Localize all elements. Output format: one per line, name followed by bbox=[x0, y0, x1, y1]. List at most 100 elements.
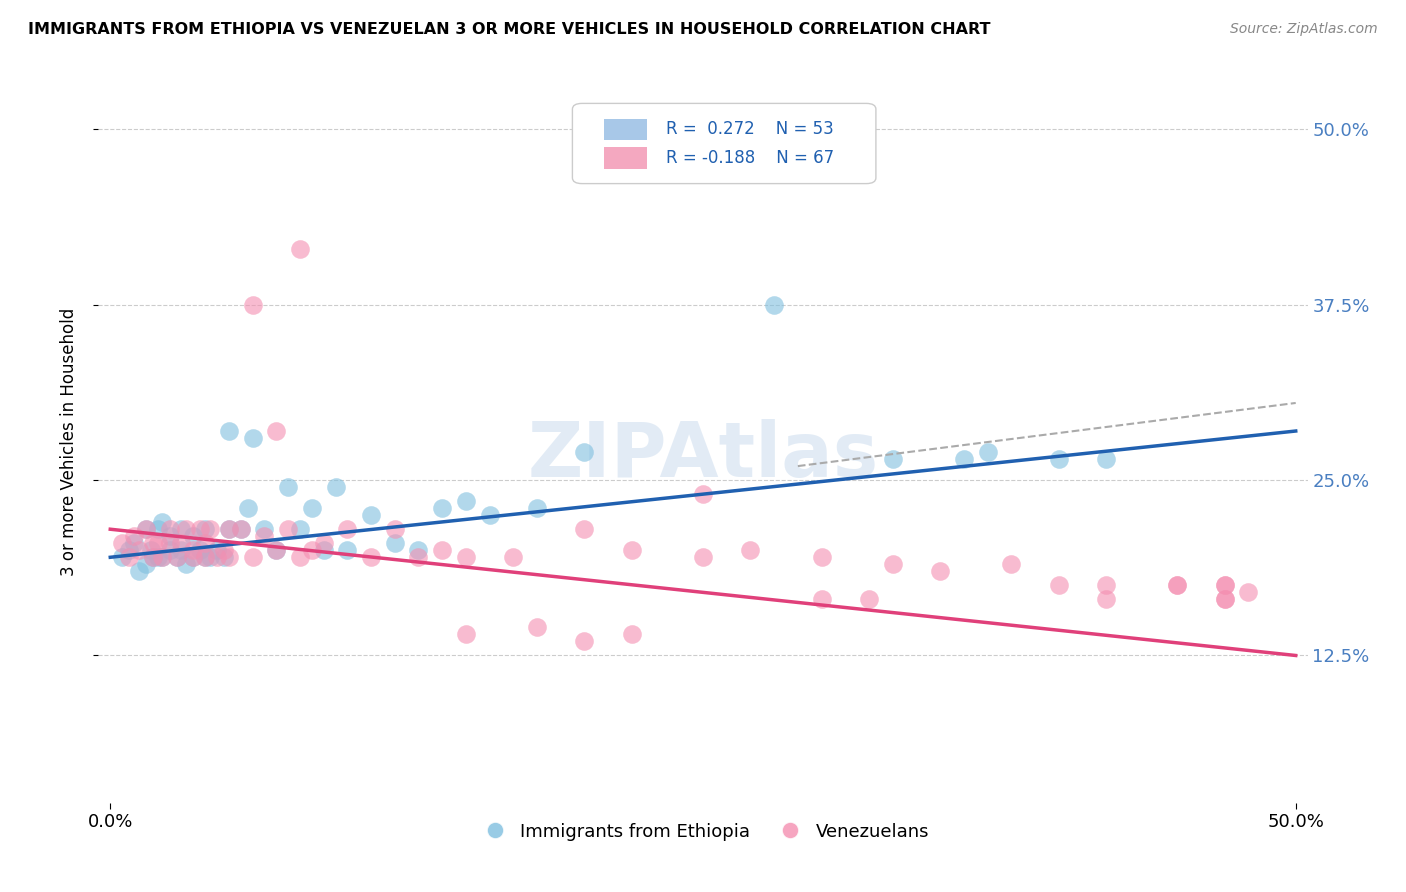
Point bbox=[111, 550, 134, 565]
Point bbox=[432, 501, 454, 516]
Point bbox=[408, 543, 430, 558]
Point bbox=[181, 543, 204, 558]
Point bbox=[288, 242, 311, 256]
Text: R = -0.188    N = 67: R = -0.188 N = 67 bbox=[665, 149, 834, 168]
Point bbox=[301, 543, 323, 558]
Point bbox=[336, 543, 359, 558]
Point bbox=[858, 592, 880, 607]
Point bbox=[146, 536, 169, 550]
Point bbox=[152, 550, 174, 565]
Point bbox=[454, 494, 477, 508]
Point bbox=[1213, 578, 1236, 592]
Point bbox=[1213, 592, 1236, 607]
Point bbox=[152, 515, 174, 529]
Point bbox=[218, 522, 240, 536]
Bar bbox=[603, 147, 647, 169]
Point bbox=[810, 550, 832, 565]
Point bbox=[181, 550, 204, 565]
Point bbox=[142, 536, 165, 550]
Point bbox=[181, 550, 204, 565]
Point bbox=[929, 564, 952, 578]
Point bbox=[170, 536, 193, 550]
Text: Source: ZipAtlas.com: Source: ZipAtlas.com bbox=[1230, 22, 1378, 37]
Point bbox=[574, 634, 596, 648]
Point bbox=[229, 522, 252, 536]
Point bbox=[194, 536, 217, 550]
Point bbox=[135, 522, 157, 536]
Point bbox=[288, 550, 311, 565]
Point bbox=[810, 592, 832, 607]
Point bbox=[952, 452, 974, 467]
Point bbox=[336, 522, 359, 536]
Point bbox=[454, 627, 477, 641]
Point bbox=[1166, 578, 1188, 592]
Point bbox=[692, 487, 714, 501]
Point bbox=[152, 550, 174, 565]
Text: ZIPAtlas: ZIPAtlas bbox=[527, 419, 879, 493]
Point bbox=[384, 536, 406, 550]
Point bbox=[122, 529, 145, 543]
Point bbox=[432, 543, 454, 558]
Point bbox=[1213, 578, 1236, 592]
Point bbox=[118, 550, 141, 565]
Point bbox=[277, 480, 299, 494]
Point bbox=[264, 543, 287, 558]
Point bbox=[502, 550, 524, 565]
Point bbox=[408, 550, 430, 565]
Point bbox=[198, 550, 221, 565]
Point bbox=[181, 529, 204, 543]
Point bbox=[146, 522, 169, 536]
Point bbox=[170, 543, 193, 558]
FancyBboxPatch shape bbox=[572, 103, 876, 184]
Point bbox=[882, 558, 904, 572]
Point bbox=[190, 543, 212, 558]
Point bbox=[526, 501, 548, 516]
Point bbox=[1047, 578, 1070, 592]
Point bbox=[142, 550, 165, 565]
Point bbox=[242, 431, 264, 445]
Point bbox=[277, 522, 299, 536]
Point bbox=[212, 550, 235, 565]
Point bbox=[236, 501, 259, 516]
Text: IMMIGRANTS FROM ETHIOPIA VS VENEZUELAN 3 OR MORE VEHICLES IN HOUSEHOLD CORRELATI: IMMIGRANTS FROM ETHIOPIA VS VENEZUELAN 3… bbox=[28, 22, 991, 37]
Point bbox=[205, 543, 228, 558]
Point bbox=[122, 536, 145, 550]
Point bbox=[1166, 578, 1188, 592]
Point bbox=[118, 543, 141, 558]
Point bbox=[253, 529, 276, 543]
Point bbox=[194, 550, 217, 565]
Point bbox=[1237, 585, 1260, 599]
Point bbox=[128, 543, 150, 558]
Point bbox=[1095, 452, 1118, 467]
Text: R =  0.272    N = 53: R = 0.272 N = 53 bbox=[665, 120, 834, 138]
Y-axis label: 3 or more Vehicles in Household: 3 or more Vehicles in Household bbox=[59, 308, 77, 575]
Point bbox=[111, 536, 134, 550]
Point bbox=[159, 522, 181, 536]
Point bbox=[454, 550, 477, 565]
Point bbox=[135, 522, 157, 536]
Point bbox=[174, 522, 197, 536]
Point bbox=[253, 522, 276, 536]
Point bbox=[170, 522, 193, 536]
Point bbox=[1213, 592, 1236, 607]
Point bbox=[128, 564, 150, 578]
Point bbox=[620, 627, 643, 641]
Point bbox=[159, 543, 181, 558]
Point bbox=[301, 501, 323, 516]
Point bbox=[190, 522, 212, 536]
Point bbox=[205, 550, 228, 565]
Point bbox=[312, 543, 335, 558]
Point bbox=[740, 543, 762, 558]
Point bbox=[620, 543, 643, 558]
Point bbox=[242, 550, 264, 565]
Point bbox=[478, 508, 501, 523]
Point bbox=[218, 424, 240, 438]
Point bbox=[194, 550, 217, 565]
Point bbox=[360, 508, 382, 523]
Point bbox=[218, 550, 240, 565]
Point bbox=[526, 620, 548, 634]
Point bbox=[139, 543, 162, 558]
Point bbox=[360, 550, 382, 565]
Point bbox=[166, 550, 188, 565]
Point bbox=[218, 522, 240, 536]
